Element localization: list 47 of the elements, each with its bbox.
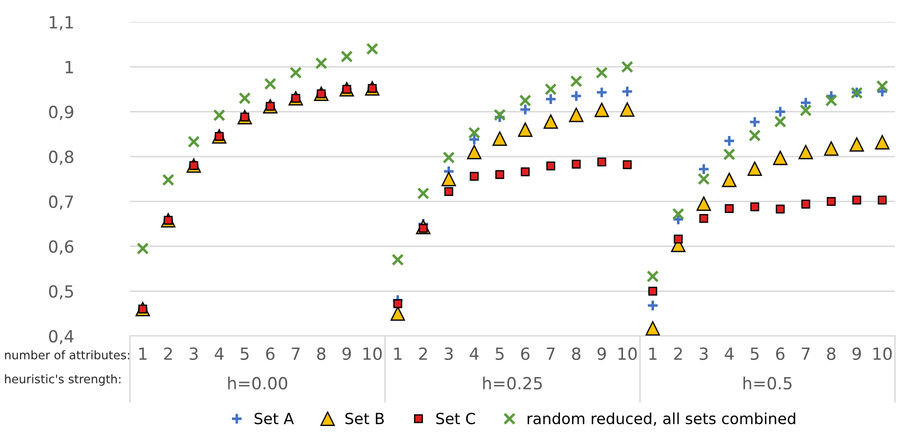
x-tick-label: 9 <box>852 347 861 360</box>
x-tick-label: 4 <box>724 348 734 360</box>
y-tick-label: 0,5 <box>49 285 73 300</box>
y-tick-label: 0,8 <box>49 150 74 165</box>
text: heuristic's strength: <box>5 374 120 386</box>
x-tick-label: 5 <box>750 348 759 360</box>
y-tick-label: 0,9 <box>49 106 74 120</box>
x-tick-label: 6 <box>266 347 275 360</box>
x-tick-label: 10 <box>618 347 637 360</box>
x-tick-label: 6 <box>521 347 530 360</box>
legend-label: Set A <box>254 412 294 424</box>
text: h=0.25 <box>483 376 542 390</box>
x-tick-label: 7 <box>802 348 810 360</box>
legend-label: Set C <box>436 412 476 424</box>
text: h=0.5 <box>743 376 792 390</box>
x-tick-label: 1 <box>139 348 147 360</box>
x-tick-label: 7 <box>292 348 300 360</box>
x-tick-label: 7 <box>546 348 555 360</box>
y-tick-label: 0,7 <box>49 195 74 210</box>
y-tick-label: 0,4 <box>49 330 74 344</box>
x-tick-label: 6 <box>776 347 785 360</box>
x-tick-label: 4 <box>470 348 479 360</box>
x-tick-label: 1 <box>649 348 657 360</box>
x-tick-label: 4 <box>214 348 224 360</box>
x-tick-label: 8 <box>572 347 580 360</box>
y-tick-label: 0,6 <box>49 240 74 255</box>
x-tick-label: 2 <box>164 347 172 360</box>
x-tick-label: 3 <box>190 347 198 360</box>
legend-label: random reduced, all sets combined <box>528 412 796 426</box>
x-tick-label: 3 <box>700 347 708 360</box>
x-tick-label: 8 <box>317 347 326 360</box>
x-tick-label: 9 <box>597 347 606 360</box>
x-tick-label: 1 <box>394 348 402 360</box>
legend-label: Set B <box>345 412 384 424</box>
x-tick-label: 2 <box>419 347 427 360</box>
x-tick-label: 9 <box>342 347 351 360</box>
text: number of attributes: <box>5 350 130 360</box>
x-tick-label: 5 <box>240 348 249 360</box>
y-tick-label: 1 <box>66 61 73 74</box>
text: h=0.00 <box>228 376 288 390</box>
x-tick-label: 5 <box>496 348 504 360</box>
x-tick-label: 10 <box>873 347 892 360</box>
x-tick-label: 10 <box>363 347 382 360</box>
x-tick-label: 8 <box>827 347 836 360</box>
x-tick-label: 3 <box>444 347 453 360</box>
y-tick-label: 1,1 <box>50 16 73 30</box>
x-tick-label: 2 <box>674 347 682 360</box>
